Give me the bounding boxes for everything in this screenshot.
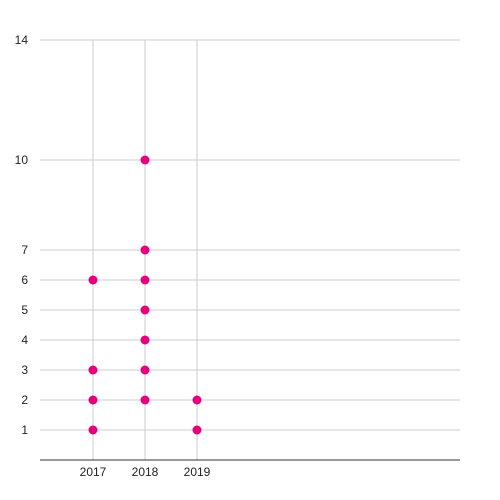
data-point xyxy=(88,365,98,375)
data-point xyxy=(140,245,150,255)
data-point xyxy=(88,425,98,435)
x-tick-label: 2018 xyxy=(132,465,159,479)
data-points xyxy=(88,155,202,435)
y-tick-label: 5 xyxy=(21,303,28,317)
data-point xyxy=(140,305,150,315)
data-point xyxy=(140,335,150,345)
y-tick-label: 14 xyxy=(15,33,29,47)
x-tick-label: 2019 xyxy=(184,465,211,479)
y-tick-label: 1 xyxy=(21,423,28,437)
data-point xyxy=(88,395,98,405)
y-tick-label: 10 xyxy=(15,153,29,167)
data-point xyxy=(192,425,202,435)
y-tick-label: 2 xyxy=(21,393,28,407)
data-point xyxy=(140,395,150,405)
tick-labels: 1 2 3 4 5 6 7 10 14 2017 2018 2019 xyxy=(15,33,211,479)
y-tick-label: 3 xyxy=(21,363,28,377)
data-point xyxy=(192,395,202,405)
data-point xyxy=(140,365,150,375)
data-point xyxy=(140,275,150,285)
data-point xyxy=(88,275,98,285)
y-tick-label: 4 xyxy=(21,333,28,347)
data-point xyxy=(140,155,150,165)
x-tick-label: 2017 xyxy=(80,465,107,479)
gridlines xyxy=(40,39,460,460)
y-tick-label: 6 xyxy=(21,273,28,287)
y-tick-label: 7 xyxy=(21,243,28,257)
